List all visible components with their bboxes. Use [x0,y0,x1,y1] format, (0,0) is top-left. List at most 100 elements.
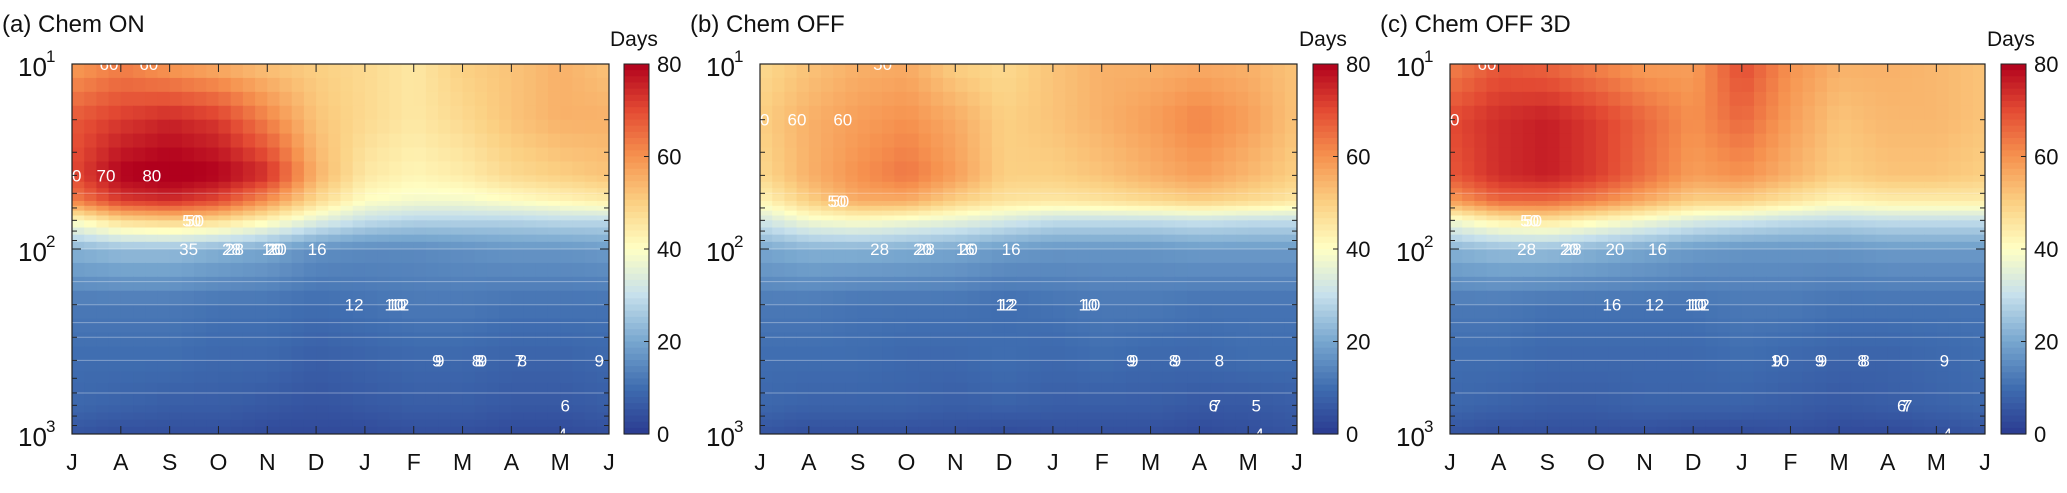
heatmap-cell [182,413,195,421]
heatmap-cell [1499,228,1512,236]
heatmap-cell [1815,372,1828,384]
heatmap-cell [931,346,944,361]
heatmap-cell [231,372,244,384]
heatmap-cell [858,148,871,163]
heatmap-cell [243,134,256,149]
heatmap-cell [1949,195,1962,202]
heatmap-cell [1766,92,1779,107]
heatmap-cell [919,346,932,361]
heatmap-cell [1754,175,1767,182]
heatmap-cell [328,201,341,207]
heatmap-cell [955,394,968,406]
heatmap-cell [992,148,1005,163]
heatmap-cell [1029,64,1042,79]
heatmap-cell [1961,206,1974,212]
heatmap-cell [72,206,85,212]
heatmap-cell [1632,372,1645,384]
heatmap-cell [1803,148,1816,163]
heatmap-cell [1212,188,1225,195]
heatmap-cell [218,291,231,306]
heatmap-cell [243,148,256,163]
heatmap-cell [341,413,354,421]
heatmap-cell [1778,228,1791,236]
heatmap-cell [870,394,883,406]
heatmap-cell [463,413,476,421]
heatmap-cell [1705,277,1718,292]
heatmap-cell [833,249,846,264]
heatmap-cell [833,78,846,93]
heatmap-cell [1693,360,1706,372]
heatmap-cell [1863,372,1876,384]
heatmap-cell [1669,216,1682,222]
heatmap-cell [560,206,573,212]
heatmap-cell [218,305,231,320]
heatmap-cell [1102,319,1115,334]
heatmap-cell [597,211,610,217]
heatmap-cell [906,148,919,163]
heatmap-cell [585,134,598,149]
heatmap-cell [1645,182,1658,189]
heatmap-cell [1285,175,1298,182]
heatmap-cell [170,394,183,406]
heatmap-cell [1681,120,1694,135]
heatmap-cell [943,413,956,421]
heatmap-cell [1912,175,1925,182]
heatmap-cell [845,78,858,93]
heatmap-cell [1499,206,1512,212]
heatmap-cell [1102,175,1115,182]
heatmap-cell [1547,405,1560,413]
heatmap-cell [475,394,488,406]
heatmap-cell [894,148,907,163]
heatmap-cell [1718,78,1731,93]
heatmap-cell [1851,175,1864,182]
heatmap-cell [1596,216,1609,222]
heatmap-cell [353,319,366,334]
heatmap-cell [414,161,427,176]
heatmap-cell [206,372,219,384]
heatmap-cell [414,333,427,348]
heatmap-cell [426,175,439,182]
heatmap-cell [1474,413,1487,421]
heatmap-cell [414,206,427,212]
heatmap-cell [426,405,439,413]
heatmap-cell [1900,291,1913,306]
heatmap-cell [560,175,573,182]
heatmap-cell [784,372,797,384]
heatmap-cell [809,291,822,306]
heatmap-cell [1961,394,1974,406]
heatmap-cell [1065,228,1078,236]
colorbar-segment [624,175,649,182]
heatmap-cell [1462,235,1475,243]
heatmap-cell [157,106,170,121]
heatmap-cell [267,188,280,195]
heatmap-cell [597,106,610,121]
heatmap-cell [1754,319,1767,334]
heatmap-cell [1187,394,1200,406]
heatmap-cell [1863,206,1876,212]
heatmap-cell [1863,188,1876,195]
heatmap-cell [1718,201,1731,207]
heatmap-cell [1924,394,1937,406]
heatmap-cell [980,195,993,202]
heatmap-cell [96,206,109,212]
heatmap-cell [1620,216,1633,222]
contour-label: 8 [472,351,481,370]
heatmap-cell [353,346,366,361]
heatmap-cell [121,360,134,372]
heatmap-cell [1260,263,1273,278]
heatmap-cell [524,372,537,384]
heatmap-cell [1839,64,1852,79]
heatmap-cell [1718,216,1731,222]
heatmap-cell [1016,161,1029,176]
heatmap-cell [1248,148,1261,163]
heatmap-cell [1559,78,1572,93]
heatmap-cell [341,216,354,222]
heatmap-cell [1151,333,1164,348]
heatmap-cell [797,148,810,163]
heatmap-cell [894,372,907,384]
heatmap-cell [809,201,822,207]
heatmap-cell [1803,161,1816,176]
heatmap-cell [858,420,871,428]
heatmap-cell [548,211,561,217]
heatmap-cell [206,360,219,372]
